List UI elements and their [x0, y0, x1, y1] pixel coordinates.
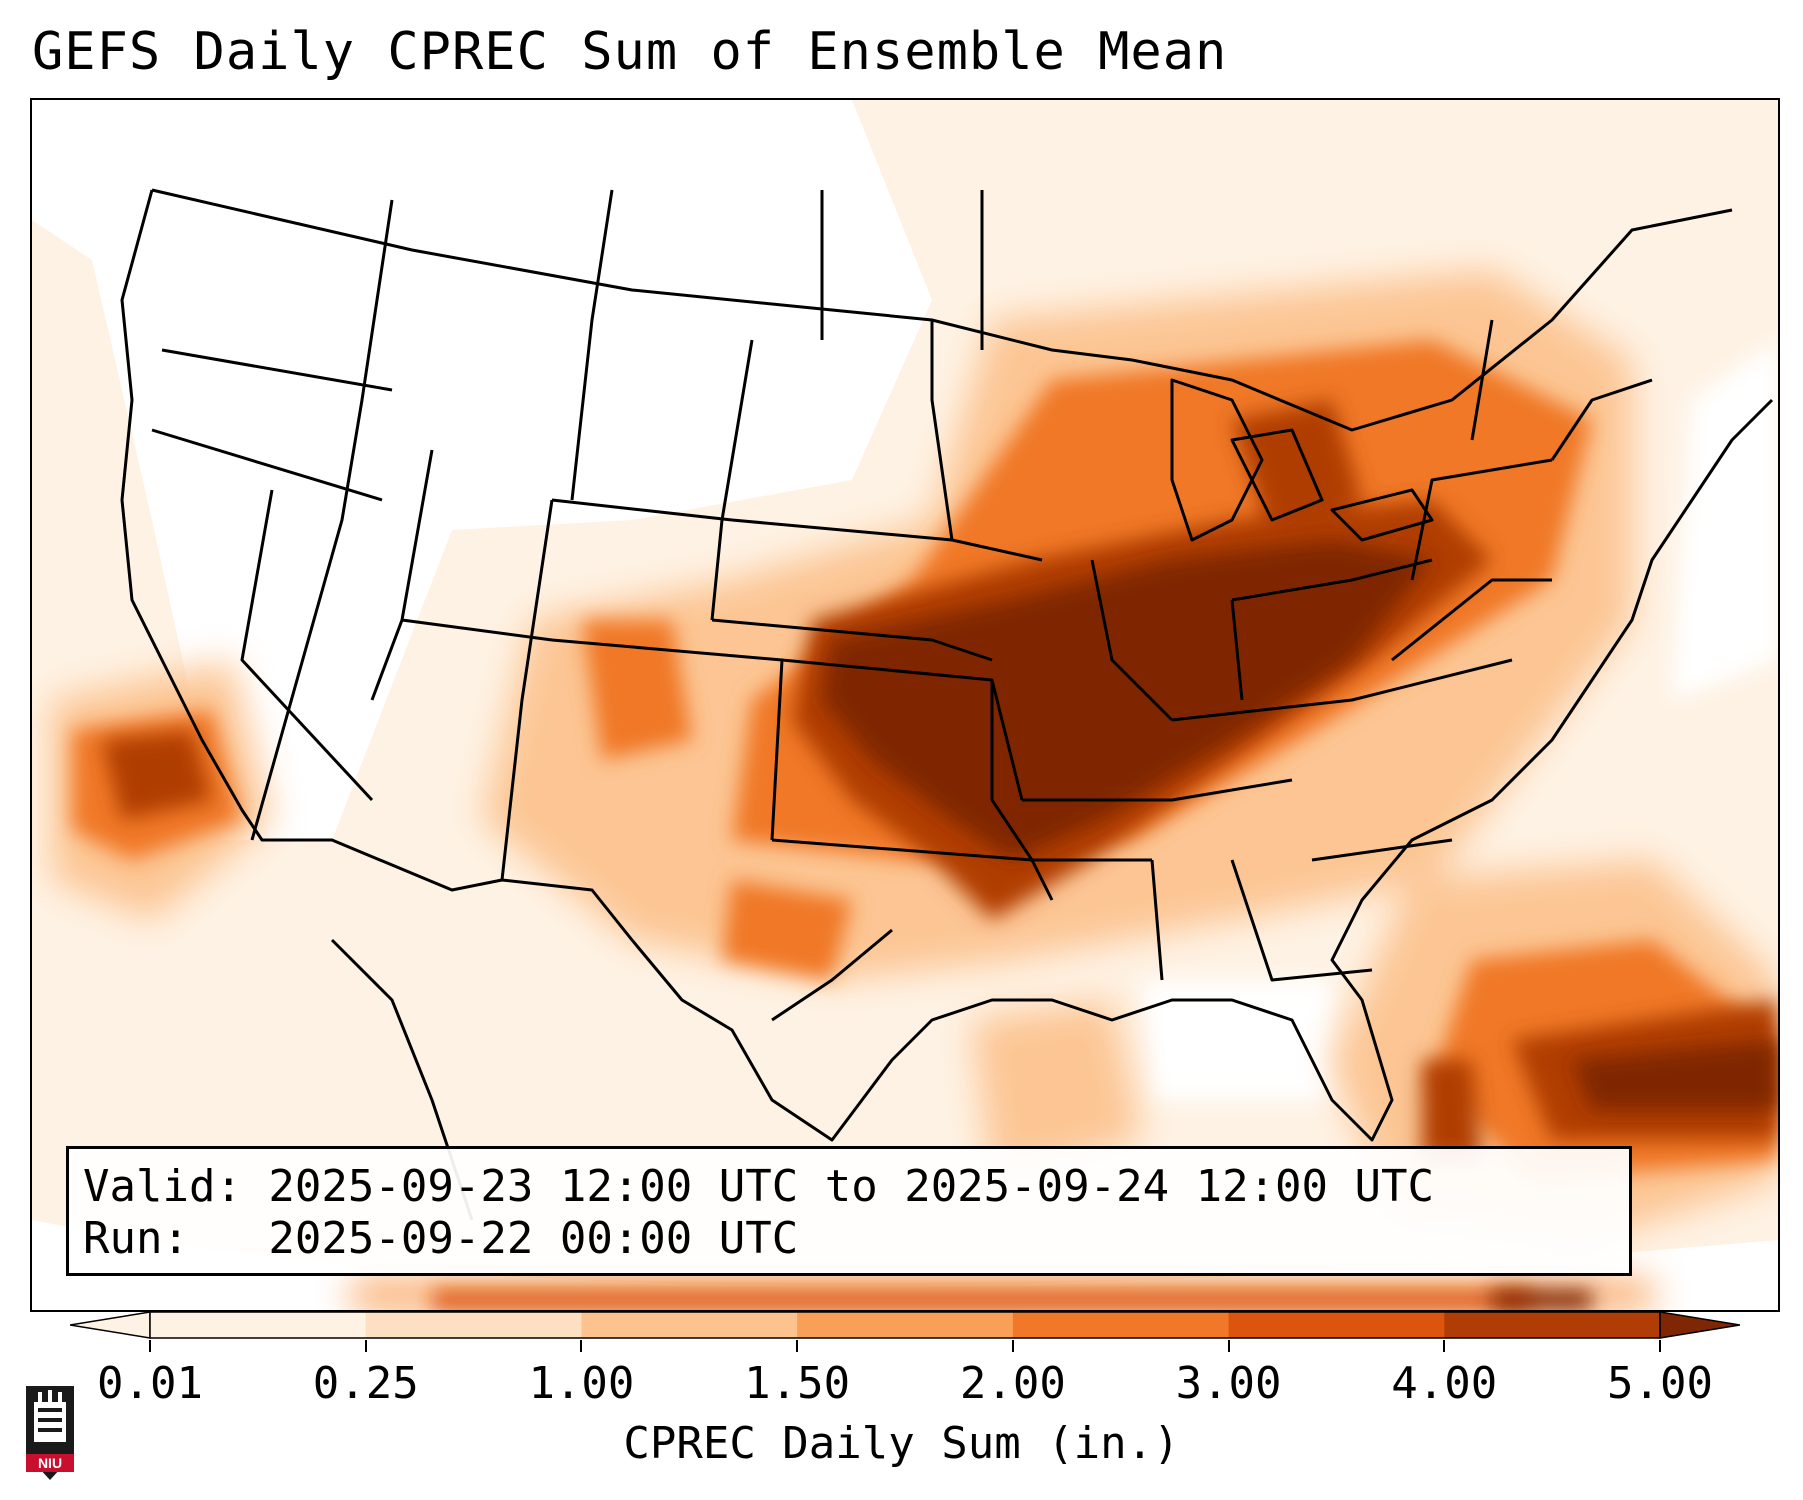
colorbar-segment — [365, 1312, 582, 1338]
colorbar-tick-label: 4.00 — [1391, 1358, 1498, 1409]
precip-layer-max — [822, 540, 1778, 1310]
colorbar-segment — [797, 1312, 1014, 1338]
colorbar-tick-label: 5.00 — [1607, 1358, 1713, 1409]
colorbar-tick-mark — [580, 1340, 583, 1352]
colorbar-label: CPREC Daily Sum (in.) — [623, 1418, 1180, 1469]
state-boundaries — [120, 188, 1774, 1221]
svg-text:NIU: NIU — [38, 1455, 62, 1471]
colorbar-tick-label: 0.25 — [312, 1358, 419, 1409]
colorbar-segment — [581, 1312, 798, 1338]
colorbar-tick-mark — [1011, 1340, 1014, 1352]
colorbar-extend-low — [70, 1311, 151, 1339]
colorbar-extend-high — [1659, 1311, 1740, 1339]
colorbar-tick-mark — [1443, 1340, 1446, 1352]
colorbar-segment — [1012, 1312, 1230, 1338]
colorbar-tick-mark — [1227, 1340, 1230, 1352]
colorbar-tick-mark — [1659, 1340, 1661, 1352]
validity-box: Valid: 2025-09-23 12:00 UTC to 2025-09-2… — [66, 1146, 1632, 1276]
colorbar-tick-label: 0.01 — [97, 1358, 203, 1409]
colorbar-segment — [1444, 1312, 1661, 1338]
run-time-line: Run: 2025-09-22 00:00 UTC — [83, 1213, 799, 1264]
valid-time-line: Valid: 2025-09-23 12:00 UTC to 2025-09-2… — [83, 1161, 1435, 1212]
map-title: GEFS Daily CPREC Sum of Ensemble Mean — [32, 22, 1228, 82]
colorbar-segment — [150, 1312, 367, 1338]
colorbar-segment — [1228, 1312, 1445, 1338]
colorbar-tick-label: 1.00 — [528, 1358, 635, 1409]
precip-map[interactable] — [30, 98, 1780, 1312]
precip-map-svg — [32, 100, 1778, 1310]
niu-logo: NIU — [26, 1386, 74, 1480]
colorbar-tick-label: 1.50 — [744, 1358, 851, 1409]
colorbar-tick-mark — [796, 1340, 799, 1352]
colorbar-tick-label: 3.00 — [1175, 1358, 1282, 1409]
colorbar-tick-label: 2.00 — [959, 1358, 1066, 1409]
colorbar-tick-mark — [149, 1340, 151, 1352]
colorbar-tick-mark — [364, 1340, 367, 1352]
colorbar — [70, 1311, 1740, 1339]
